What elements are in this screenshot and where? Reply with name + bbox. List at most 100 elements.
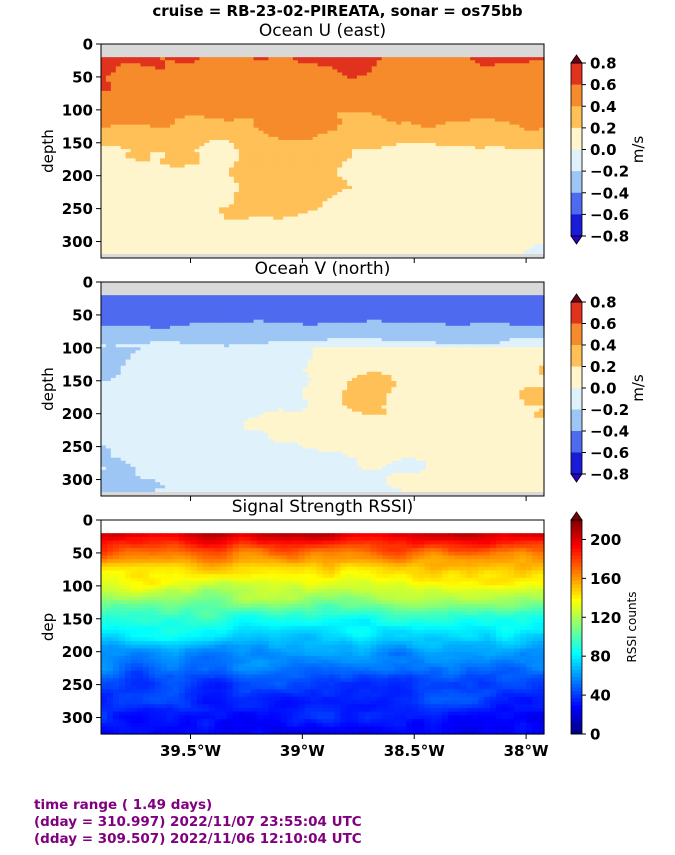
heatmap-cell	[115, 115, 122, 120]
heatmap-cell	[174, 103, 181, 107]
heatmap-cell	[209, 60, 215, 64]
heatmap-cell	[445, 109, 452, 113]
heatmap-cell	[529, 72, 535, 77]
heatmap-cell	[371, 78, 378, 83]
heatmap-cell	[253, 78, 260, 83]
heatmap-cell	[204, 66, 210, 71]
heatmap-cell	[307, 112, 314, 117]
heatmap-cell	[164, 63, 171, 67]
heatmap-cell	[416, 136, 422, 141]
heatmap-cell	[386, 146, 393, 150]
heatmap-cell	[312, 136, 319, 141]
heatmap-cell	[155, 72, 161, 77]
heatmap-cell	[465, 90, 471, 95]
heatmap-cell	[416, 90, 422, 95]
heatmap-cell	[115, 127, 122, 132]
heatmap-cell	[509, 124, 516, 129]
heatmap-cell	[381, 66, 388, 71]
heatmap-cell	[312, 149, 319, 153]
heatmap-cell	[425, 149, 432, 153]
heatmap-cell	[361, 57, 368, 61]
heatmap-cell	[376, 121, 383, 126]
heatmap-cell	[204, 87, 210, 92]
heatmap-cell	[101, 72, 107, 77]
heatmap-cell	[224, 143, 230, 147]
heatmap-cell	[283, 66, 289, 71]
heatmap-cell	[312, 143, 319, 147]
heatmap-cell	[140, 100, 146, 104]
heatmap-cell	[534, 146, 540, 150]
heatmap-cell	[489, 84, 496, 89]
heatmap-cell	[391, 93, 397, 98]
heatmap-cell	[337, 124, 343, 129]
heatmap-cell	[110, 78, 117, 83]
heatmap-cell	[356, 90, 363, 95]
heatmap-cell	[292, 63, 299, 67]
heatmap-cell	[135, 87, 141, 92]
heatmap-cell	[219, 90, 225, 95]
heatmap-cell	[120, 87, 127, 92]
heatmap-cell	[356, 143, 363, 147]
heatmap-cell	[534, 66, 540, 71]
heatmap-cell	[228, 133, 235, 138]
heatmap-cell	[268, 133, 274, 138]
heatmap-cell	[268, 78, 274, 83]
heatmap-cell	[169, 109, 176, 113]
heatmap-cell	[292, 84, 299, 89]
heatmap-cell	[470, 127, 476, 132]
heatmap-cell	[376, 57, 383, 61]
heatmap-cell	[145, 124, 151, 129]
heatmap-cell	[386, 72, 393, 77]
heatmap-cell	[465, 146, 471, 150]
heatmap-cell	[475, 97, 481, 101]
heatmap-cell	[150, 93, 156, 98]
heatmap-cell	[155, 63, 161, 67]
heatmap-cell	[258, 81, 265, 86]
heatmap-cell	[381, 112, 388, 117]
heatmap-cell	[189, 57, 196, 61]
heatmap-cell	[509, 93, 516, 98]
heatmap-cell	[164, 130, 171, 135]
heatmap-cell	[209, 109, 215, 113]
heatmap-cell	[489, 78, 496, 83]
heatmap-cell	[135, 72, 141, 77]
heatmap-cell	[194, 75, 201, 80]
heatmap-cell	[391, 143, 397, 147]
heatmap-cell	[484, 66, 491, 71]
heatmap-cell	[356, 149, 363, 153]
heatmap-cell	[302, 78, 309, 83]
heatmap-cell	[401, 60, 407, 64]
heatmap-cell	[312, 106, 319, 110]
heatmap-cell	[401, 112, 407, 117]
heatmap-cell	[356, 112, 363, 117]
heatmap-cell	[342, 118, 348, 123]
heatmap-cell	[179, 100, 186, 104]
heatmap-cell	[233, 109, 240, 113]
heatmap-cell	[322, 133, 329, 138]
heatmap-cell	[534, 97, 540, 101]
heatmap-cell	[347, 97, 353, 101]
heatmap-cell	[140, 97, 146, 101]
heatmap-cell	[391, 57, 397, 61]
heatmap-cell	[145, 69, 151, 74]
heatmap-cell	[406, 112, 412, 117]
heatmap-cell	[361, 60, 368, 64]
heatmap-cell	[484, 133, 491, 138]
heatmap-cell	[489, 100, 496, 104]
heatmap-cell	[179, 124, 186, 129]
heatmap-cell	[470, 84, 476, 89]
heatmap-cell	[327, 109, 333, 113]
heatmap-cell	[356, 69, 363, 74]
heatmap-cell	[312, 121, 319, 126]
heatmap-cell	[160, 100, 166, 104]
heatmap-cell	[514, 63, 520, 67]
heatmap-cell	[160, 87, 166, 92]
heatmap-cell	[322, 93, 329, 98]
heatmap-cell	[101, 139, 107, 144]
heatmap-cell	[302, 100, 309, 104]
heatmap-cell	[430, 136, 437, 141]
heatmap-cell	[209, 69, 215, 74]
heatmap-cell	[406, 75, 412, 80]
heatmap-cell	[504, 121, 511, 126]
heatmap-cell	[273, 72, 279, 77]
